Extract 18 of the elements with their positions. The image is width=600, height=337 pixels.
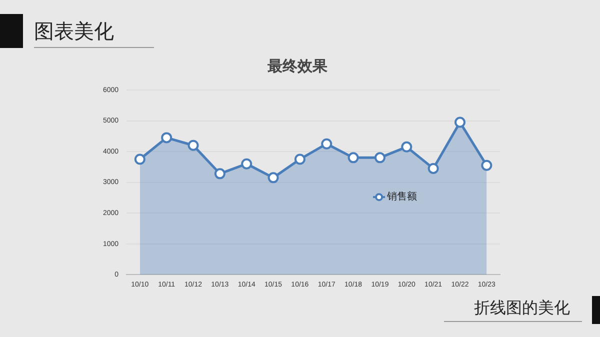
point xyxy=(268,172,279,184)
legend-label: 销售额 xyxy=(386,190,418,203)
point xyxy=(428,162,439,174)
text: 折线图的美化 xyxy=(444,298,582,322)
point xyxy=(348,152,359,164)
point xyxy=(214,168,226,180)
point xyxy=(134,154,146,165)
point xyxy=(161,132,172,144)
point xyxy=(294,154,306,165)
text: 图表美化 xyxy=(34,18,154,48)
point xyxy=(481,160,492,171)
point xyxy=(401,141,412,152)
point xyxy=(241,158,252,170)
point xyxy=(454,116,466,128)
point xyxy=(321,138,332,150)
chart-title: 最终效果 xyxy=(266,56,328,75)
point xyxy=(374,152,386,164)
point xyxy=(188,140,199,151)
